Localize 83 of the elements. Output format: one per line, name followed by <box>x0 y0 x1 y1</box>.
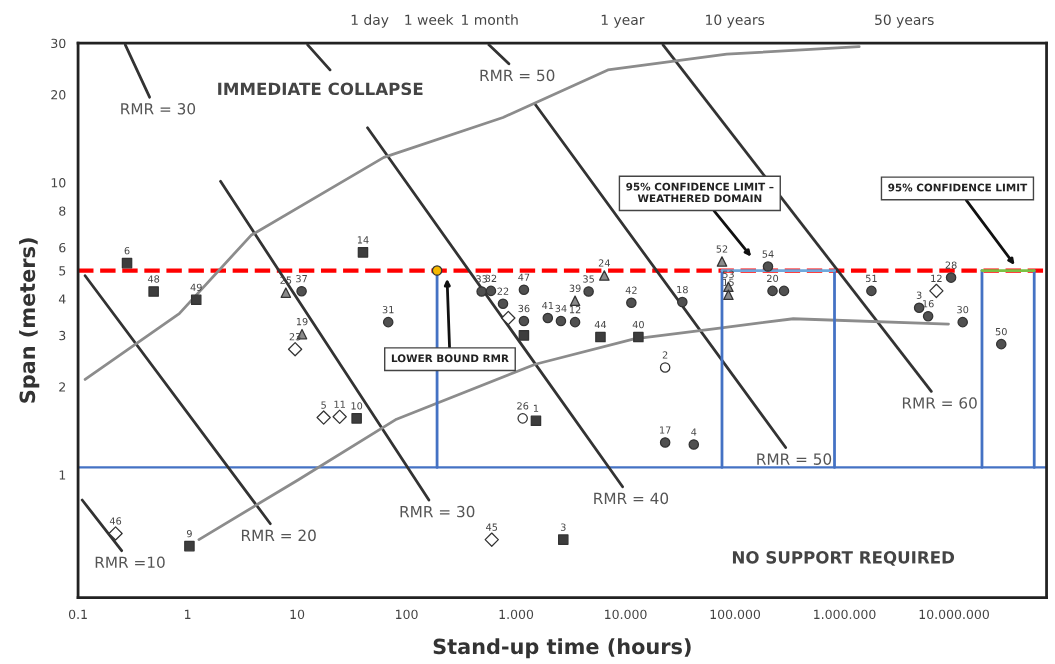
series-label: RMR = 20 <box>241 529 316 542</box>
annotation: 24 <box>598 259 610 267</box>
y-tick-label: 3 <box>59 330 66 341</box>
annotation: 16 <box>923 300 934 308</box>
series-label: RMR = 50 <box>757 453 832 465</box>
y-tick-label: 10 <box>51 178 66 188</box>
x-tick-label: 0.1 <box>68 609 87 620</box>
annotation: 35 <box>583 275 594 283</box>
annotation: 26 <box>517 402 529 410</box>
y-axis-title: Span (meters) <box>19 238 40 403</box>
y-tick-label: 8 <box>59 206 66 216</box>
annotation: LOWER BOUND RMR <box>391 354 509 363</box>
annotation: 51 <box>865 274 877 283</box>
annotation: 12 <box>569 305 581 314</box>
annotation: 40 <box>632 320 644 329</box>
series-label: RMR = 30 <box>121 103 196 115</box>
annotation: 12 <box>931 274 942 282</box>
annotation: 49 <box>190 283 202 291</box>
x-tick-label: 10.000.000 <box>919 609 989 620</box>
annotation: 34 <box>555 304 567 313</box>
annotation: 48 <box>147 275 160 283</box>
annotation: 95% CONFIDENCE LIMIT <box>888 183 1028 192</box>
annotation: 46 <box>109 517 122 525</box>
annotation: 15 <box>723 278 734 286</box>
x-tick-label: 1.000 <box>499 609 534 620</box>
annotation: 4 <box>691 428 697 436</box>
annotation: 19 <box>296 317 308 326</box>
x-tick-label: 10 <box>290 609 305 620</box>
series-label: RMR = 60 <box>902 397 977 409</box>
y-tick-label: 30 <box>51 38 66 49</box>
annotation: 95% CONFIDENCE LIMIT – WEATHERED DOMAIN <box>626 182 774 203</box>
annotation: 39 <box>569 284 581 292</box>
annotation: 3 <box>560 523 566 531</box>
annotation: 52 <box>716 245 728 253</box>
annotation: 1 <box>533 404 539 412</box>
annotation: 30 <box>957 305 969 314</box>
y-tick-label: 20 <box>51 90 66 100</box>
annotation: 28 <box>945 261 957 269</box>
x-tick-label: 100.000 <box>710 609 761 620</box>
text: 10 years <box>706 14 765 28</box>
text: 1 day <box>351 14 389 28</box>
annotation: 6 <box>124 246 130 255</box>
y-tick-label: 5 <box>59 266 66 276</box>
y-tick-label: 1 <box>59 470 66 480</box>
annotation: 22 <box>497 287 509 295</box>
annotation: 10 <box>351 402 363 410</box>
y-tick-label: 4 <box>58 294 66 304</box>
annotation: 3 <box>916 291 922 299</box>
annotation: 37 <box>296 274 307 283</box>
x-tick-label: 100 <box>396 609 418 620</box>
x-tick-label: 10.000 <box>605 609 647 620</box>
annotation: 44 <box>594 321 607 329</box>
annotation: 42 <box>625 286 637 294</box>
x-tick-label: 1.000.000 <box>814 609 876 620</box>
annotation: 18 <box>677 285 688 294</box>
annotation: 47 <box>518 273 530 281</box>
annotation: 17 <box>660 426 671 434</box>
annotation: NO SUPPORT REQUIRED <box>732 551 955 566</box>
annotation: 11 <box>334 400 345 408</box>
annotation: 5 <box>321 401 326 409</box>
y-tick-label: 6 <box>59 242 66 253</box>
annotation: 31 <box>382 305 394 314</box>
text: 1 month <box>462 14 518 26</box>
annotation: IMMEDIATE COLLAPSE <box>218 82 423 96</box>
series-label: RMR =10 <box>95 556 165 569</box>
annotation: 20 <box>767 274 779 283</box>
y-tick-label: 2 <box>59 382 66 392</box>
annotation: 45 <box>486 523 498 531</box>
annotation: 14 <box>357 236 369 244</box>
x-tick-label: 1 <box>184 609 191 619</box>
series-label: RMR = 30 <box>400 505 475 518</box>
series-label: RMR = 50 <box>480 69 555 82</box>
annotation: 50 <box>995 327 1007 336</box>
text: 1 year <box>601 14 645 28</box>
annotation: 41 <box>542 301 554 310</box>
x-axis-title: Stand-up time (hours) <box>433 638 691 659</box>
annotation: 36 <box>518 304 530 313</box>
annotation: 9 <box>186 529 192 538</box>
series-label: RMR = 40 <box>594 492 669 505</box>
text: 1 week <box>405 14 454 26</box>
annotation: 54 <box>762 250 774 258</box>
text: 50 years <box>875 14 934 28</box>
annotation: 2 <box>662 351 668 359</box>
